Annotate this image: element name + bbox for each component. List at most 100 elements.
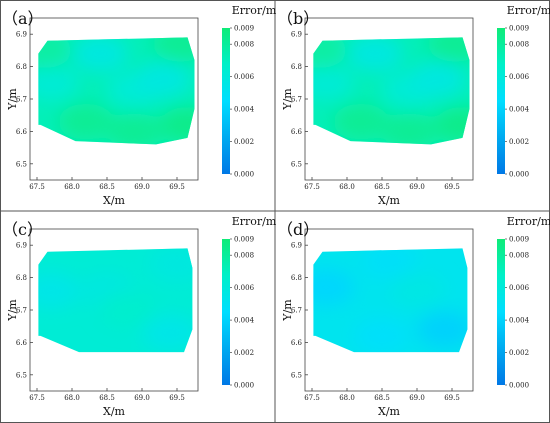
y-tick-label: 6.5	[291, 160, 302, 168]
y-tick-label: 6.5	[16, 160, 27, 168]
error-point	[389, 272, 445, 309]
x-tick-label: 68.5	[374, 394, 390, 402]
y-tick-label: 6.7	[16, 307, 27, 315]
error-point	[382, 113, 438, 145]
panel-label: （b）	[277, 9, 319, 28]
y-tick-label: 6.5	[16, 371, 27, 379]
x-tick-label: 67.5	[304, 394, 320, 402]
colorbar-tick-label: 0.000	[234, 382, 254, 390]
error-point	[434, 106, 470, 143]
x-tick-label: 69.0	[409, 183, 425, 191]
y-tick-label: 6.7	[16, 96, 27, 104]
x-axis-label: X/m	[103, 405, 126, 418]
colorbar-tick-label: 0.006	[234, 73, 255, 81]
y-tick-label: 6.7	[291, 96, 302, 104]
colorbar	[222, 239, 230, 385]
y-axis-label: Y/m	[6, 88, 19, 111]
x-tick-label: 69.5	[444, 183, 460, 191]
y-tick-label: 6.8	[291, 63, 302, 71]
y-tick-label: 6.8	[16, 274, 27, 282]
error-point	[410, 61, 466, 98]
colorbar-tick-label: 0.002	[234, 349, 254, 357]
colorbar-title: Error/m	[232, 215, 277, 228]
colorbar-tick-label: 0.009	[509, 236, 529, 244]
y-tick-label: 6.7	[291, 307, 302, 315]
error-point	[142, 314, 193, 351]
colorbar-tick-label: 0.004	[234, 317, 255, 325]
x-tick-label: 68.5	[99, 183, 115, 191]
x-tick-label: 68.0	[339, 394, 355, 402]
x-tick-label: 69.5	[444, 394, 460, 402]
colorbar-tick-label: 0.008	[509, 252, 529, 260]
colorbar-title: Error/m	[507, 4, 550, 17]
y-tick-label: 6.5	[291, 371, 302, 379]
error-surface	[313, 248, 468, 353]
y-tick-label: 6.8	[16, 63, 27, 71]
error-point	[135, 61, 191, 98]
colorbar-tick-label: 0.004	[509, 106, 530, 114]
error-point	[313, 269, 354, 306]
panel-a: 67.5 68.0 68.5 69.0 69.5 6.5 6.6 6.7 6.8 6.9 X/m Y/…	[2, 4, 277, 207]
colorbar-tick-label: 0.004	[509, 317, 530, 325]
x-tick-label: 67.5	[29, 183, 45, 191]
error-point	[38, 272, 79, 309]
colorbar	[497, 239, 505, 385]
y-axis-label: Y/m	[281, 88, 294, 111]
x-tick-label: 68.0	[64, 394, 80, 402]
panel-b: 67.5 68.0 68.5 69.0 69.5 6.5 6.6 6.7 6.8 6.9 X/m Y/…	[277, 4, 550, 207]
x-axis-label: X/m	[378, 405, 401, 418]
panel-c: 67.5 68.0 68.5 69.0 69.5 6.5 6.6 6.7 6.8 6.9 X/m Y/…	[2, 215, 277, 418]
y-tick-label: 6.8	[291, 274, 302, 282]
colorbar-tick-label: 0.000	[509, 171, 529, 179]
x-axis-label: X/m	[103, 194, 126, 207]
colorbar-tick-label: 0.009	[509, 25, 529, 33]
colorbar-tick-label: 0.008	[234, 41, 254, 49]
x-tick-label: 69.0	[134, 394, 150, 402]
y-tick-label: 6.6	[291, 339, 303, 347]
y-tick-label: 6.9	[291, 242, 302, 250]
error-point	[354, 317, 410, 353]
error-point	[38, 64, 79, 101]
colorbar-tick-label: 0.002	[509, 138, 529, 146]
colorbar	[497, 28, 505, 174]
panel-d: 67.5 68.0 68.5 69.0 69.5 6.5 6.6 6.7 6.8 6.9 X/m Y/…	[277, 215, 550, 418]
y-tick-label: 6.6	[16, 128, 28, 136]
y-tick-label: 6.9	[16, 31, 27, 39]
colorbar-title: Error/m	[232, 4, 277, 17]
colorbar-tick-label: 0.002	[509, 349, 529, 357]
colorbar-tick-label: 0.000	[509, 382, 529, 390]
colorbar-tick-label: 0.000	[234, 171, 254, 179]
colorbar-title: Error/m	[507, 215, 550, 228]
x-tick-label: 67.5	[29, 394, 45, 402]
error-point	[100, 292, 156, 328]
colorbar-tick-label: 0.006	[234, 284, 255, 292]
x-tick-label: 68.0	[339, 183, 355, 191]
colorbar-tick-label: 0.002	[234, 138, 254, 146]
error-point	[159, 106, 195, 143]
panel-label: （d）	[277, 220, 319, 239]
colorbar-tick-label: 0.009	[234, 236, 254, 244]
panel-label: （a）	[2, 9, 44, 28]
error-point	[361, 248, 417, 280]
x-tick-label: 68.0	[64, 183, 80, 191]
error-point	[38, 37, 72, 69]
colorbar-tick-label: 0.006	[509, 284, 530, 292]
panel-label: （c）	[2, 220, 43, 239]
y-tick-label: 6.9	[291, 31, 302, 39]
x-tick-label: 69.5	[169, 394, 185, 402]
error-point	[347, 37, 403, 72]
x-axis-label: X/m	[378, 194, 401, 207]
y-tick-label: 6.6	[291, 128, 303, 136]
error-point	[333, 103, 389, 140]
colorbar-tick-label: 0.004	[234, 106, 255, 114]
error-point	[417, 311, 468, 348]
x-tick-label: 68.5	[99, 394, 115, 402]
y-tick-label: 6.6	[16, 339, 28, 347]
x-tick-label: 69.0	[134, 183, 150, 191]
y-axis-label: Y/m	[6, 299, 19, 322]
colorbar-tick-label: 0.006	[509, 73, 530, 81]
error-point	[313, 64, 354, 101]
colorbar-tick-label: 0.009	[234, 25, 254, 33]
x-tick-label: 69.0	[409, 394, 425, 402]
